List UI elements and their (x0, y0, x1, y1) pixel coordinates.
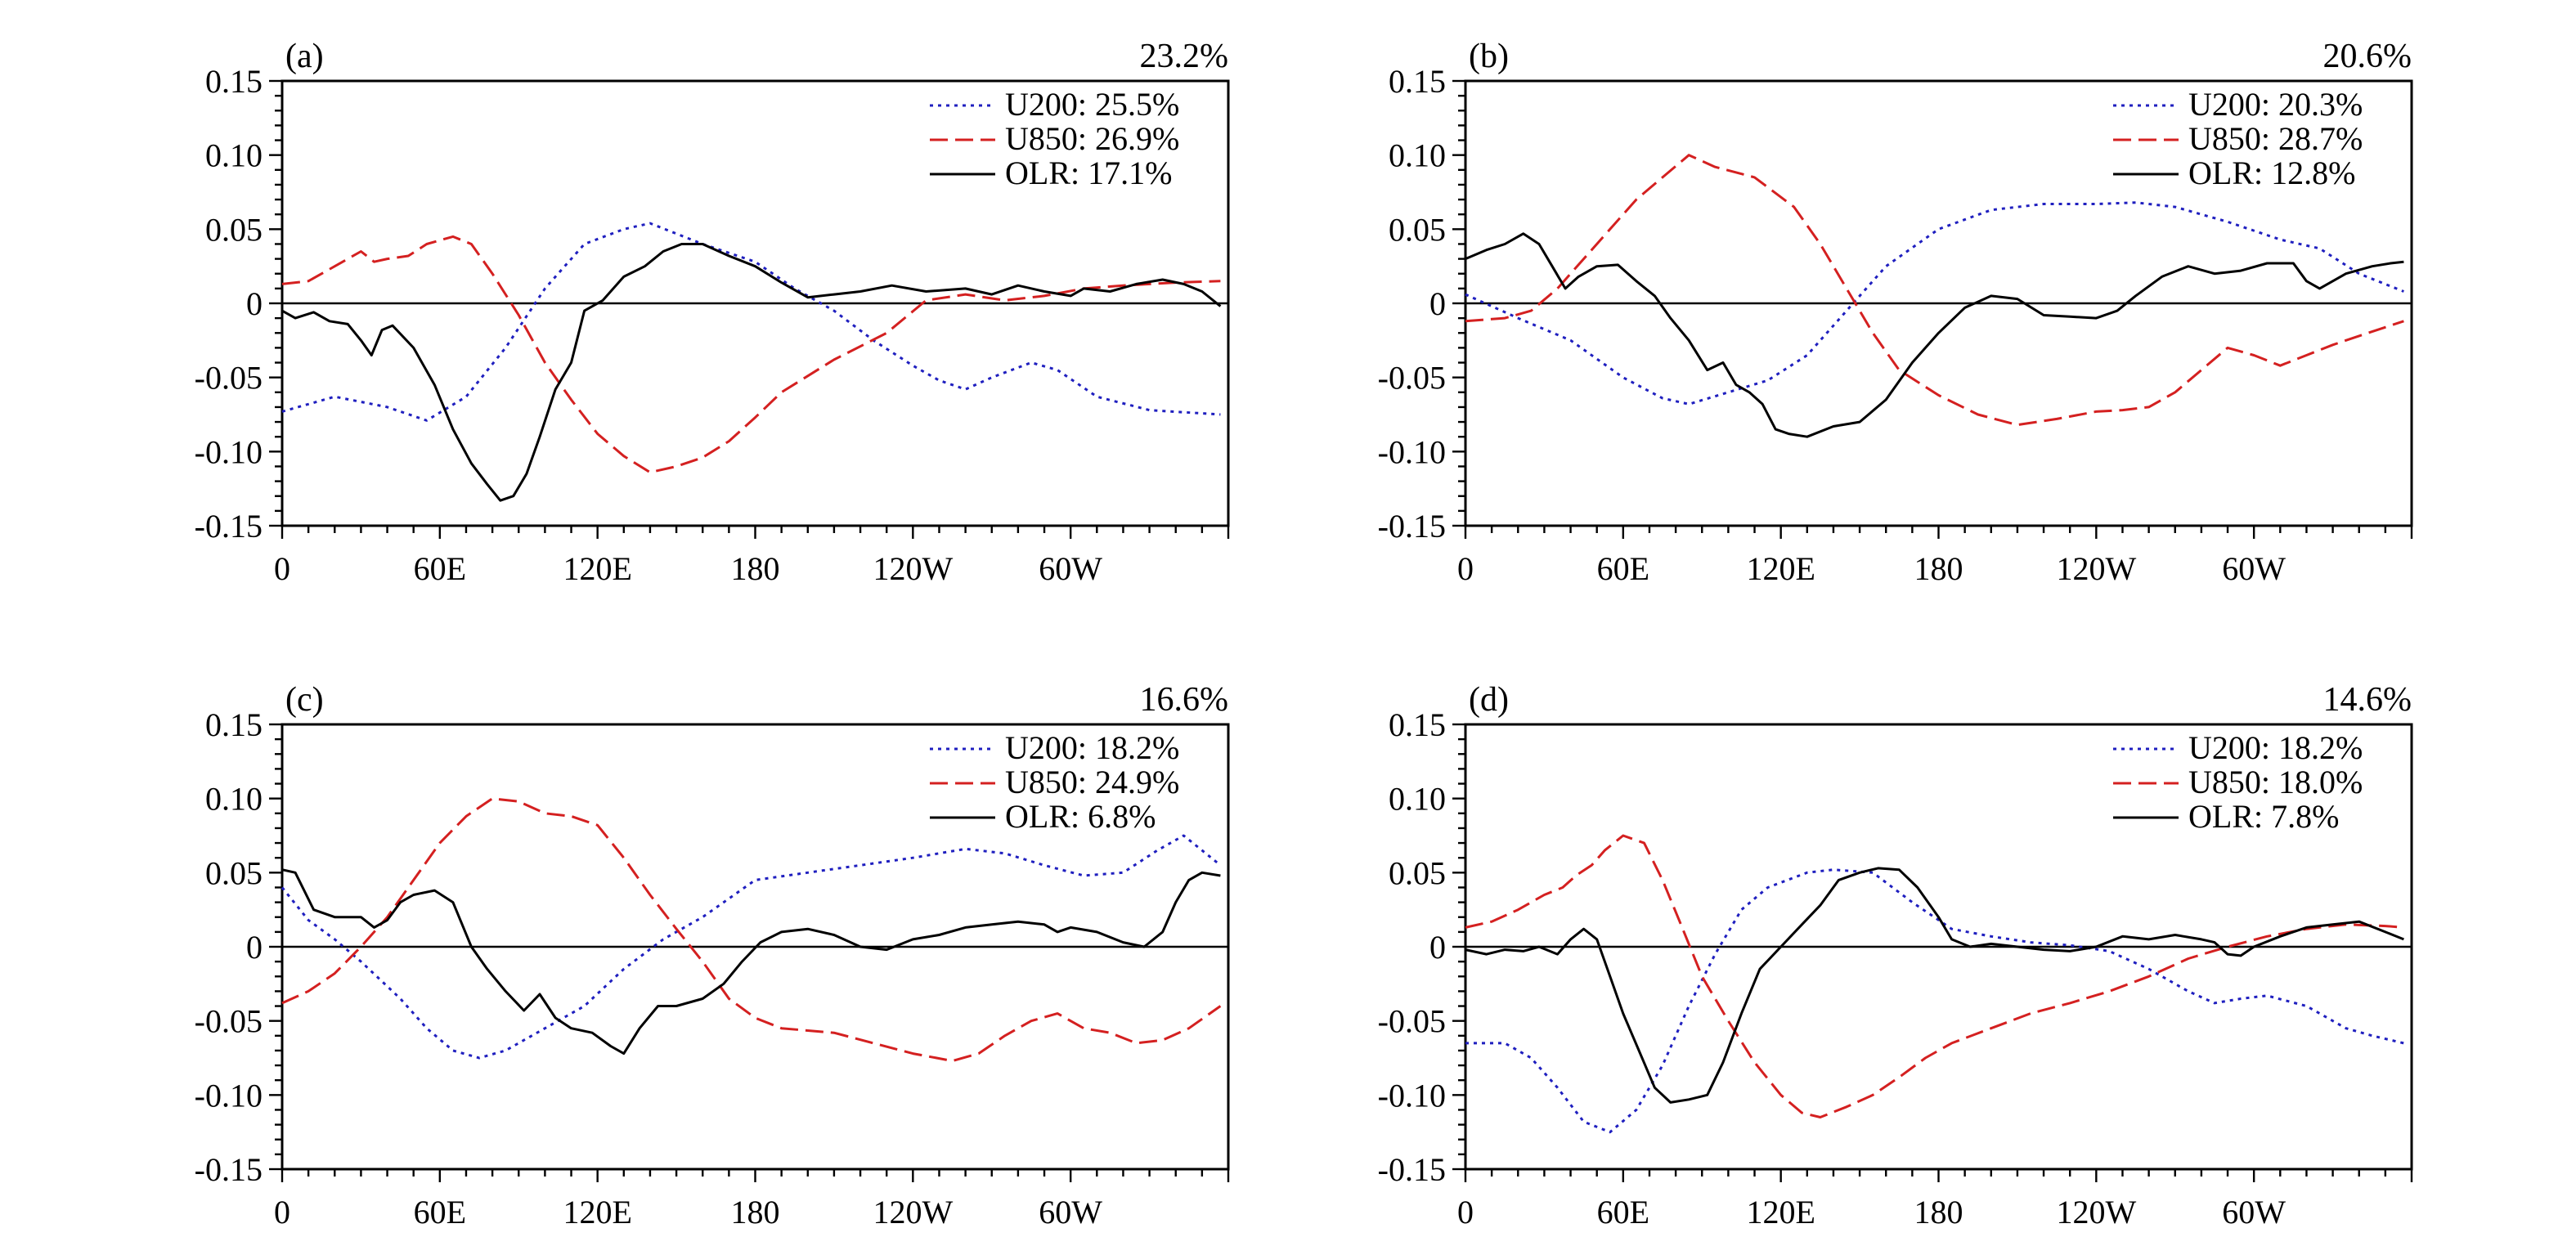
series-u850-line (281, 235, 1221, 474)
y-tick-label: -0.10 (1378, 433, 1446, 470)
x-tick-label: 120E (563, 550, 631, 587)
y-tick-label: 0 (1429, 285, 1446, 322)
x-tick-label: 60E (414, 550, 466, 587)
panel-label: (c) (285, 681, 324, 719)
y-tick-label: 0.10 (205, 137, 263, 174)
legend-entry-u200: U200: 20.3% (2188, 86, 2363, 123)
y-tick-label: -0.05 (195, 360, 263, 397)
y-tick-label: -0.15 (1378, 1151, 1446, 1188)
legend-entry-u200: U200: 18.2% (2188, 729, 2363, 766)
y-tick-label: -0.05 (1378, 360, 1446, 397)
panel-d: 0.15 0.10 0.05 0 -0.05 -0.10 -0.15 0 60E 120E 180 1… (1378, 681, 2413, 1230)
y-tick-label: 0.05 (1389, 211, 1446, 248)
x-tick-label: 60W (1039, 550, 1102, 587)
x-tick-label: 180 (1914, 550, 1963, 587)
x-tick-label: 60W (1039, 1194, 1102, 1230)
x-tick-label: 60W (2222, 550, 2286, 587)
y-tick-label: 0.05 (205, 211, 263, 248)
variance-label: 14.6% (2323, 681, 2412, 719)
x-tick-label: 60E (414, 1194, 466, 1230)
legend-entry-u850: U850: 24.9% (1005, 764, 1179, 800)
y-tick-label: 0 (246, 285, 263, 322)
legend-entry-u850: U850: 28.7% (2188, 120, 2363, 157)
y-tick-label: 0.05 (1389, 854, 1446, 891)
y-tick-label: -0.10 (195, 1077, 263, 1114)
x-tick-label: 0 (1457, 550, 1474, 587)
y-tick-label: 0.15 (205, 63, 263, 100)
x-tick-label: 180 (1914, 1194, 1963, 1230)
y-tick-label: 0 (246, 929, 263, 966)
legend-entry-olr: OLR: 12.8% (2188, 155, 2355, 191)
x-tick-label: 120E (1746, 1194, 1815, 1230)
y-tick-label: -0.10 (1378, 1077, 1446, 1114)
x-tick-label: 180 (731, 550, 780, 587)
panel-label: (a) (285, 38, 324, 75)
series-olr-line (281, 868, 1221, 1056)
y-tick-label: -0.05 (1378, 1003, 1446, 1040)
legend-entry-u200: U200: 25.5% (1005, 86, 1179, 123)
series-olr-line (281, 243, 1222, 502)
x-tick-label: 120E (563, 1194, 631, 1230)
y-tick-label: 0.05 (205, 854, 263, 891)
x-tick-label: 120E (1746, 550, 1815, 587)
panel-a: 0.15 0.10 0.05 0 -0.05 -0.10 -0.15 0 60E 120E 180 1… (195, 38, 1230, 587)
y-tick-label: -0.15 (1378, 508, 1446, 545)
x-tick-label: 0 (274, 550, 290, 587)
y-tick-label: 0.10 (205, 781, 263, 818)
series-u200-line (1465, 201, 2404, 406)
series-u850-line (1465, 834, 2404, 1118)
variance-label: 23.2% (1140, 38, 1229, 75)
y-tick-label: -0.15 (195, 1151, 263, 1188)
x-tick-label: 120W (2056, 1194, 2136, 1230)
y-tick-label: 0.10 (1389, 781, 1446, 818)
x-tick-label: 120W (2056, 550, 2136, 587)
legend-entry-olr: OLR: 17.1% (1005, 155, 1172, 191)
legend-entry-olr: OLR: 7.8% (2188, 798, 2339, 835)
series-olr-line (1465, 867, 2404, 1104)
series-u850-line (281, 797, 1222, 1063)
legend-entry-u200: U200: 18.2% (1005, 729, 1179, 766)
x-tick-label: 0 (1457, 1194, 1474, 1230)
x-tick-label: 60W (2222, 1194, 2286, 1230)
y-tick-label: -0.10 (195, 433, 263, 470)
y-tick-label: 0.15 (1389, 63, 1446, 100)
y-tick-label: 0.15 (205, 706, 263, 743)
variance-label: 16.6% (1140, 681, 1229, 719)
series-u200-line (281, 222, 1221, 422)
legend-entry-olr: OLR: 6.8% (1005, 798, 1156, 835)
series-u850-line (1465, 154, 2404, 427)
panel-b: 0.15 0.10 0.05 0 -0.05 -0.10 -0.15 0 60E 120E 180 1… (1378, 38, 2413, 587)
x-tick-label: 180 (731, 1194, 780, 1230)
x-tick-label: 120W (873, 1194, 953, 1230)
panel-c: 0.15 0.10 0.05 0 -0.05 -0.10 -0.15 0 60E 120E 180 1… (195, 681, 1230, 1230)
y-tick-label: -0.15 (195, 508, 263, 545)
x-tick-label: 60E (1597, 550, 1649, 587)
y-tick-label: 0 (1429, 929, 1446, 966)
y-tick-label: 0.10 (1389, 137, 1446, 174)
variance-label: 20.6% (2323, 38, 2412, 75)
x-tick-label: 0 (274, 1194, 290, 1230)
x-tick-label: 60E (1597, 1194, 1649, 1230)
series-olr-line (1465, 232, 2404, 438)
legend-entry-u850: U850: 18.0% (2188, 764, 2363, 800)
y-tick-label: -0.05 (195, 1003, 263, 1040)
y-tick-label: 0.15 (1389, 706, 1446, 743)
x-tick-label: 120W (873, 550, 953, 587)
panel-label: (d) (1469, 681, 1509, 719)
legend-entry-u850: U850: 26.9% (1005, 120, 1179, 157)
series-u200-line (1465, 868, 2404, 1134)
panel-label: (b) (1469, 38, 1509, 75)
